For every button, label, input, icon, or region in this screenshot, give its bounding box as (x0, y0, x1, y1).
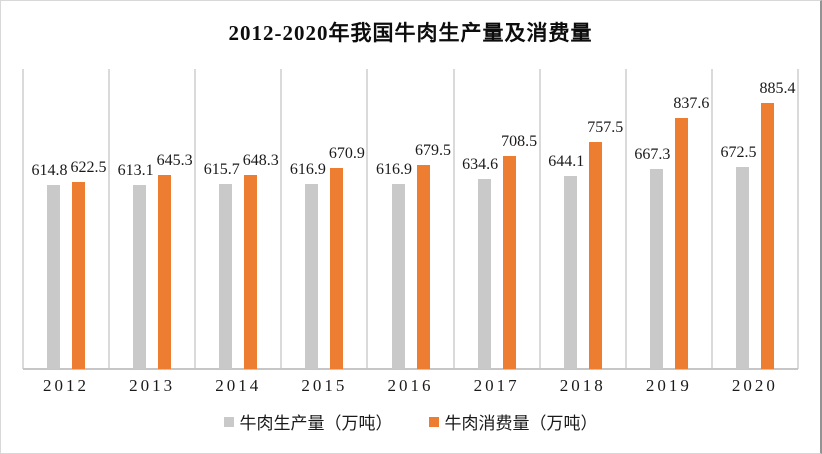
x-tick-2016: 2016 (387, 376, 434, 395)
gridline (108, 69, 111, 369)
bar-consumption-2017 (502, 156, 516, 369)
bar-production-2020 (735, 167, 749, 369)
bar-production-2017 (477, 178, 491, 369)
label-production-2017: 634.6 (462, 155, 499, 173)
gridline (452, 69, 455, 369)
legend-item-production: 牛肉生产量（万吨） (223, 409, 393, 434)
bar-production-2014 (219, 184, 233, 369)
x-tick-2020: 2020 (731, 376, 778, 395)
bar-production-2013 (133, 185, 147, 369)
bar-consumption-2016 (416, 165, 430, 369)
gridline (22, 69, 24, 369)
gridline (624, 69, 627, 369)
bar-production-2016 (391, 183, 405, 369)
label-production-2013: 613.1 (117, 162, 154, 180)
bar-production-2018 (563, 175, 577, 369)
label-production-2014: 615.7 (203, 161, 240, 179)
x-tick-2019: 2019 (645, 376, 692, 395)
x-tick-2018: 2018 (559, 376, 606, 395)
bar-consumption-2014 (244, 174, 258, 369)
label-production-2020: 672.5 (720, 144, 757, 162)
label-consumption-2016: 679.5 (415, 142, 451, 160)
label-consumption-2012: 622.5 (70, 159, 107, 177)
legend-item-consumption: 牛肉消费量（万吨） (428, 409, 598, 434)
label-consumption-2020: 885.4 (759, 80, 796, 98)
gridline (710, 69, 713, 369)
label-production-2018: 644.1 (548, 152, 585, 170)
label-consumption-2018: 757.5 (587, 118, 624, 136)
gridline (538, 69, 541, 369)
bar-consumption-2019 (674, 117, 688, 369)
label-production-2015: 616.9 (289, 160, 326, 178)
gridline (797, 69, 799, 369)
plot-area: 614.8 613.1 615.7 616.9 616.9 634.6 644.1 667.3… (22, 69, 799, 370)
x-tick-2012: 2012 (43, 376, 90, 395)
legend-label-consumption: 牛肉消费量（万吨） (444, 414, 598, 433)
label-consumption-2019: 837.6 (673, 94, 710, 112)
label-consumption-2014: 648.3 (242, 151, 279, 169)
legend: 牛肉生产量（万吨） 牛肉消费量（万吨） (1, 409, 820, 434)
x-tick-2014: 2014 (215, 376, 262, 395)
chart-title: 2012-2020年我国牛肉生产量及消费量 (228, 21, 593, 45)
label-production-2019: 667.3 (634, 145, 671, 163)
gridline (194, 69, 197, 369)
x-axis: 2012 2013 2014 2015 2016 2017 2018 2019 2020 (23, 376, 798, 398)
legend-label-production: 牛肉生产量（万吨） (239, 414, 393, 433)
bar-production-2012 (47, 184, 61, 369)
x-axis-line (23, 368, 798, 370)
gridline (366, 69, 369, 369)
legend-swatch-production (223, 416, 234, 427)
bar-production-2019 (649, 168, 663, 369)
gridline (280, 69, 283, 369)
label-consumption-2017: 708.5 (501, 133, 538, 151)
bar-consumption-2013 (158, 175, 172, 369)
x-tick-2017: 2017 (473, 376, 520, 395)
bar-consumption-2012 (72, 182, 86, 369)
label-consumption-2015: 670.9 (328, 144, 365, 162)
x-tick-2015: 2015 (301, 376, 348, 395)
legend-swatch-consumption (428, 416, 439, 427)
bar-production-2015 (305, 183, 319, 369)
x-tick-2013: 2013 (129, 376, 176, 395)
bar-consumption-2015 (330, 167, 344, 369)
bar-consumption-2018 (588, 141, 602, 369)
label-production-2016: 616.9 (376, 160, 412, 178)
label-production-2012: 614.8 (31, 161, 68, 179)
label-consumption-2013: 645.3 (156, 152, 193, 170)
bar-consumption-2020 (760, 103, 774, 369)
